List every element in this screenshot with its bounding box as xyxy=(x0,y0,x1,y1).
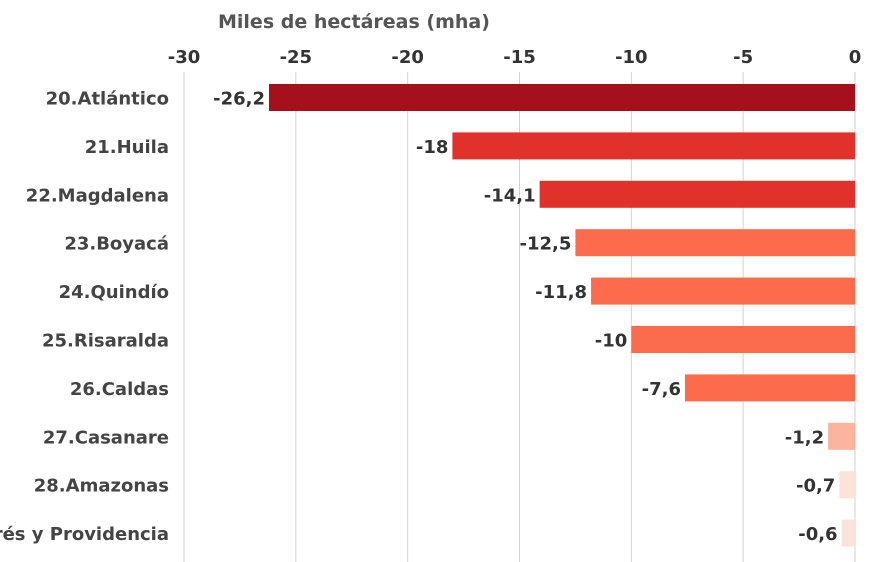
value-label: -11,8 xyxy=(535,282,587,303)
x-tick-label: -15 xyxy=(503,47,536,68)
value-labels: -26,2 -18 -14,1 -12,5 -11,8 -10 -7,6 -1,2 -0,7 -0… xyxy=(213,89,837,546)
x-tick-label: -20 xyxy=(391,47,424,68)
category-label: 26.Caldas xyxy=(70,379,169,400)
bars xyxy=(268,84,855,547)
value-label: -10 xyxy=(595,331,628,352)
value-label: -18 xyxy=(416,137,449,158)
category-label: 27.Casanare xyxy=(43,427,169,448)
category-label: 29.San Andrés y Providencia xyxy=(0,524,169,545)
x-tick-label: -5 xyxy=(733,47,753,68)
category-labels: 20.Atlántico 21.Huila 22.Magdalena 23.Boyac… xyxy=(0,89,169,546)
value-label: -12,5 xyxy=(520,234,572,255)
value-label: -0,7 xyxy=(796,476,835,497)
bar xyxy=(539,180,855,208)
bar xyxy=(631,326,855,353)
bar xyxy=(452,132,855,160)
bar xyxy=(839,471,855,499)
category-label: 20.Atlántico xyxy=(46,89,169,110)
bar xyxy=(841,519,855,547)
category-label: 28.Amazonas xyxy=(34,476,169,497)
x-tick-label: -10 xyxy=(615,47,648,68)
x-tick-label: 0 xyxy=(849,47,862,68)
bar xyxy=(268,84,855,111)
bar xyxy=(575,229,855,257)
x-axis-title: Miles de hectáreas (mha) xyxy=(218,11,490,33)
x-tick-label: -25 xyxy=(280,47,313,68)
value-label: -1,2 xyxy=(785,427,824,448)
bar xyxy=(685,374,855,402)
category-label: 21.Huila xyxy=(85,137,169,158)
bar xyxy=(591,277,855,305)
value-label: -7,6 xyxy=(642,379,681,400)
x-tick-label: -30 xyxy=(168,47,201,68)
bar xyxy=(828,422,855,450)
category-label: 25.Risaralda xyxy=(42,331,169,352)
x-axis-ticks: -30 -25 -20 -15 -10 -5 0 xyxy=(168,47,862,68)
category-label: 22.Magdalena xyxy=(26,185,169,206)
value-label: -26,2 xyxy=(213,89,265,110)
category-label: 24.Quindío xyxy=(59,282,169,303)
value-label: -0,6 xyxy=(798,524,837,545)
category-label: 23.Boyacá xyxy=(64,234,169,255)
value-label: -14,1 xyxy=(484,185,536,206)
